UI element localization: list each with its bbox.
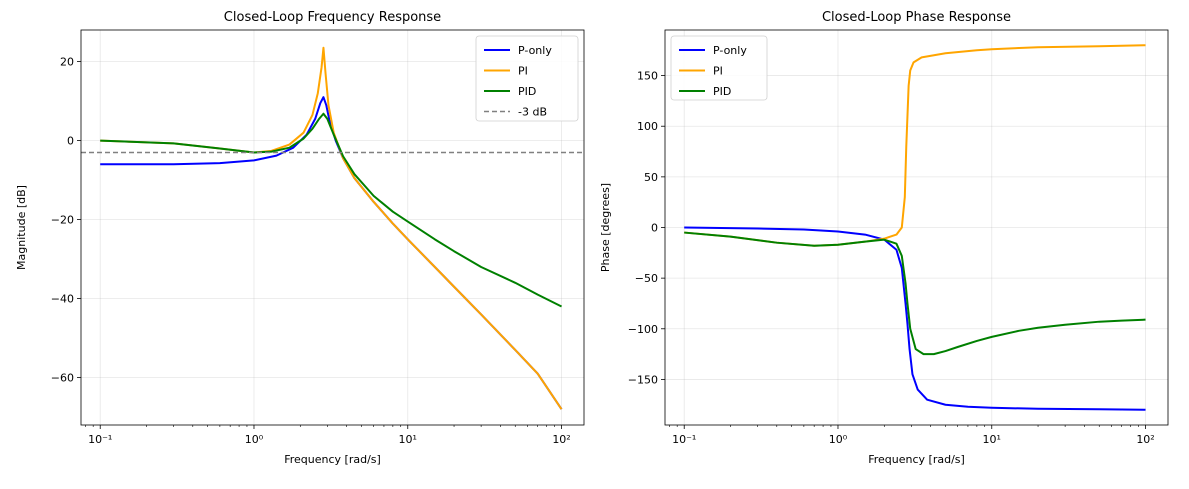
x-tick-label: 10⁻¹ [672,433,696,446]
chart-title: Closed-Loop Phase Response [822,10,1011,25]
series-line-pid [100,112,562,308]
legend-entry: P-only [518,44,552,57]
y-tick-label: 100 [637,120,658,133]
legend-entry: P-only [713,44,747,57]
y-tick-label: −60 [51,372,74,385]
legend-entry: PID [518,85,536,98]
x-tick-label: 10⁰ [829,433,848,446]
legend-entry: -3 dB [518,106,547,119]
legend: P-only PI PID [670,35,768,101]
y-tick-label: 50 [644,171,658,184]
legend-entry: PID [713,85,731,98]
series-line-p-only [684,226,1146,411]
x-tick-label: 10² [552,433,570,446]
chart-title: Closed-Loop Frequency Response [224,10,441,25]
x-tick-label: 10⁻¹ [88,433,112,446]
y-tick-label: 20 [60,56,74,69]
x-tick-label: 10² [1136,433,1154,446]
x-tick-label: 10¹ [399,433,417,446]
y-tick-label: −150 [628,373,658,386]
y-tick-label: −50 [635,272,658,285]
phase-chart: 10⁻¹ 10⁰ 10¹ 10² 150 100 50 0 −50 −100 −150 Closed-… [599,10,1169,466]
x-tick-label: 10¹ [983,433,1001,446]
legend-entry: PI [713,65,723,78]
legend-entry: PI [518,65,528,78]
y-tick-label: −40 [51,293,74,306]
x-axis-label: Frequency [rad/s] [868,453,965,466]
y-tick-label: −20 [51,214,74,227]
y-axis-label: Magnitude [dB] [15,185,28,270]
series-line-pid [684,231,1146,356]
plot-frame [80,29,585,426]
magnitude-chart: 10⁻¹ 10⁰ 10¹ 10² 20 0 −20 −40 −60 Closed-Loop Fre… [15,10,585,466]
x-axis-label: Frequency [rad/s] [284,453,381,466]
y-axis-label: Phase [degrees] [599,183,612,272]
x-tick-label: 10⁰ [245,433,264,446]
y-tick-label: 0 [67,135,74,148]
legend: P-only PI PID -3 dB [475,35,579,122]
y-tick-label: 0 [651,222,658,235]
y-tick-label: −100 [628,323,658,336]
y-tick-label: 150 [637,70,658,83]
